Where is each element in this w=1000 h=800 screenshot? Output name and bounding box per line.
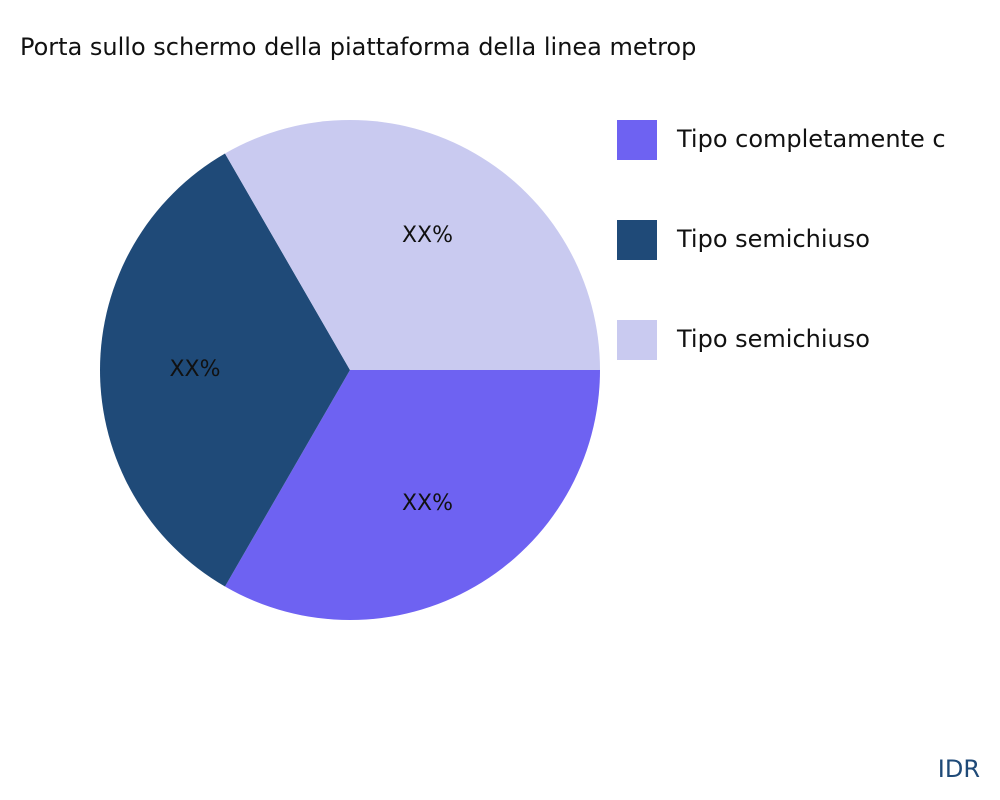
data-label: XX% <box>169 357 220 382</box>
legend-swatch <box>617 320 657 360</box>
pie-slice <box>225 119 600 370</box>
source: IDR <box>938 755 980 783</box>
data-label: XX% <box>402 491 453 516</box>
legend-label: Tipo semichiuso <box>676 225 870 253</box>
legend-label: Tipo semichiuso <box>676 325 870 353</box>
chart-title: Porta sullo schermo della piattaforma de… <box>20 33 696 61</box>
legend-swatch <box>617 120 657 160</box>
data-label: XX% <box>402 223 453 248</box>
pie-slice <box>225 370 600 620</box>
legend-label: Tipo completamente c <box>676 125 946 153</box>
legend-swatch <box>617 220 657 260</box>
